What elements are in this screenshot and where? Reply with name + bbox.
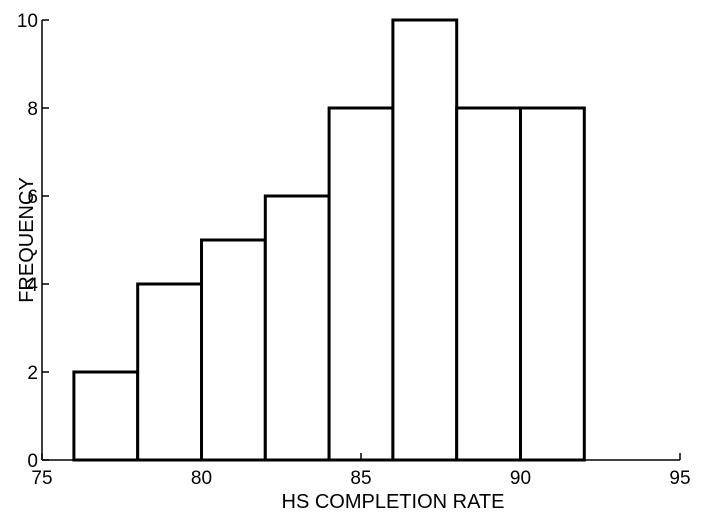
y-tick-group: 0 2 4 6 8 10 [17,11,49,472]
y-tick-label: 6 [27,187,38,208]
y-tick-label: 4 [27,275,38,296]
x-tick-label: 90 [510,468,531,489]
histogram-bar-4 [263,194,331,462]
histogram-bar-2 [136,282,203,462]
histogram-bar-8 [519,106,586,462]
histogram-bar-6 [391,18,459,462]
x-tick-label: 95 [669,468,690,489]
y-tick-label: 0 [27,451,38,472]
y-tick-label: 2 [27,363,38,384]
y-tick-label: 10 [17,11,38,32]
y-axis-label: FREQUENCY [16,177,38,303]
x-tick-label: 85 [350,468,371,489]
x-tick-label: 75 [31,468,52,489]
bars-group [72,18,586,462]
histogram-bar-3 [200,238,267,462]
x-tick-label: 80 [191,468,212,489]
x-axis-label: HS COMPLETION RATE [282,491,505,513]
histogram-bar-5 [327,106,395,462]
y-tick-label: 8 [27,99,38,120]
histogram-bar-7 [455,106,523,462]
histogram-bar-1 [72,370,140,462]
x-tick-group: 75 80 85 90 95 [31,453,691,489]
